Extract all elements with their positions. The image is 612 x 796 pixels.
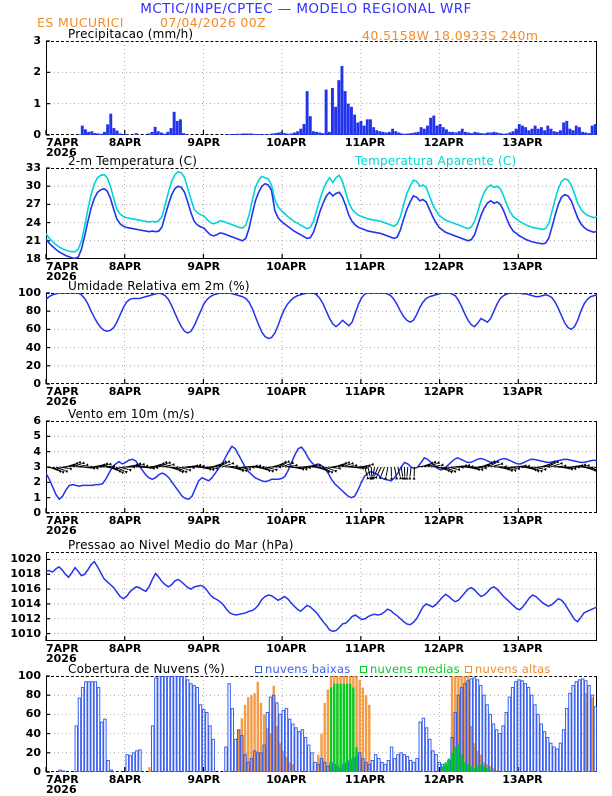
- y-tick-label-wind: 4: [0, 445, 41, 458]
- x-tick-label-precipitation-5: 12APR: [424, 136, 464, 149]
- panel-title-wind: Vento em 10m (m/s): [68, 407, 195, 421]
- y-tick-label-humidity: 40: [0, 341, 41, 354]
- y-tick-label-precipitation: 2: [0, 65, 41, 78]
- y-tick-label-humidity: 100: [0, 286, 41, 299]
- x-tick-label-precipitation-3: 10APR: [266, 136, 306, 149]
- y-tick-label-pressure: 1010: [0, 627, 41, 640]
- y-tick-label-clouds: 80: [0, 688, 41, 701]
- x-tick-label-wind-4: 11APR: [345, 514, 385, 527]
- x-tick-label-precipitation-6: 13APR: [502, 136, 542, 149]
- x-tick-label-wind-2: 9APR: [187, 514, 220, 527]
- legend-item-nuvens-altas: nuvens altas: [465, 662, 551, 676]
- y-tick-label-pressure: 1014: [0, 597, 41, 610]
- y-tick-label-precipitation: 0: [0, 128, 41, 141]
- y-tick-label-humidity: 80: [0, 304, 41, 317]
- panel-title-clouds: Cobertura de Nuvens (%): [68, 662, 225, 676]
- y-tick-label-clouds: 0: [0, 765, 41, 778]
- y-tick-label-clouds: 60: [0, 707, 41, 720]
- x-tick-label-temperature-4: 11APR: [345, 260, 385, 273]
- y-tick-label-temperature: 21: [0, 234, 41, 247]
- y-tick-label-humidity: 20: [0, 359, 41, 372]
- x-tick-label-precipitation-1: 8APR: [109, 136, 142, 149]
- x-axis-year-clouds: 2026: [46, 783, 77, 796]
- plot-frame-clouds: [46, 676, 597, 772]
- legend-swatch-icon: [255, 666, 262, 673]
- x-tick-label-pressure-2: 9APR: [187, 642, 220, 655]
- x-tick-label-clouds-6: 13APR: [502, 773, 542, 786]
- x-axis-year-wind: 2026: [46, 524, 77, 537]
- x-tick-label-temperature-5: 12APR: [424, 260, 464, 273]
- y-tick-label-wind: 6: [0, 414, 41, 427]
- x-tick-label-precipitation-2: 9APR: [187, 136, 220, 149]
- x-tick-label-precipitation-4: 11APR: [345, 136, 385, 149]
- y-tick-label-temperature: 18: [0, 252, 41, 265]
- panel-title-humidity: Umidade Relativa em 2m (%): [68, 279, 250, 293]
- x-tick-label-humidity-4: 11APR: [345, 385, 385, 398]
- y-tick-label-clouds: 100: [0, 669, 41, 682]
- legend-label: nuvens medias: [370, 662, 460, 676]
- x-tick-label-temperature-6: 13APR: [502, 260, 542, 273]
- y-tick-label-pressure: 1012: [0, 612, 41, 625]
- legend-item-nuvens-medias: nuvens medias: [360, 662, 460, 676]
- x-tick-label-wind-1: 8APR: [109, 514, 142, 527]
- y-tick-label-pressure: 1016: [0, 582, 41, 595]
- legend-swatch-icon: [465, 666, 472, 673]
- x-tick-label-humidity-6: 13APR: [502, 385, 542, 398]
- x-tick-label-temperature-3: 10APR: [266, 260, 306, 273]
- y-tick-label-temperature: 27: [0, 197, 41, 210]
- y-tick-label-humidity: 60: [0, 322, 41, 335]
- plot-frame-pressure: [46, 552, 597, 641]
- plot-frame-humidity: [46, 293, 597, 384]
- x-tick-label-humidity-2: 9APR: [187, 385, 220, 398]
- x-tick-label-temperature-1: 8APR: [109, 260, 142, 273]
- x-tick-label-humidity-1: 8APR: [109, 385, 142, 398]
- y-tick-label-precipitation: 3: [0, 34, 41, 47]
- x-tick-label-clouds-3: 10APR: [266, 773, 306, 786]
- x-tick-label-pressure-1: 8APR: [109, 642, 142, 655]
- y-tick-label-clouds: 20: [0, 746, 41, 759]
- panel-title-temperature: 2-m Temperatura (C): [68, 154, 197, 168]
- plot-frame-wind: [46, 421, 597, 513]
- legend-label: nuvens altas: [475, 662, 551, 676]
- y-tick-label-temperature: 30: [0, 179, 41, 192]
- y-tick-label-clouds: 40: [0, 727, 41, 740]
- plot-frame-temperature: [46, 168, 597, 259]
- x-tick-label-pressure-3: 10APR: [266, 642, 306, 655]
- panel-title-temperature-aparente: Temperatura Aparente (C): [355, 154, 516, 168]
- x-tick-label-wind-5: 12APR: [424, 514, 464, 527]
- y-tick-label-humidity: 0: [0, 377, 41, 390]
- y-tick-label-wind: 1: [0, 491, 41, 504]
- legend-label: nuvens baixas: [265, 662, 350, 676]
- x-tick-label-clouds-5: 12APR: [424, 773, 464, 786]
- x-tick-label-clouds-2: 9APR: [187, 773, 220, 786]
- x-tick-label-clouds-4: 11APR: [345, 773, 385, 786]
- legend-item-nuvens-baixas: nuvens baixas: [255, 662, 350, 676]
- y-tick-label-temperature: 33: [0, 161, 41, 174]
- x-tick-label-humidity-5: 12APR: [424, 385, 464, 398]
- x-tick-label-clouds-1: 8APR: [109, 773, 142, 786]
- y-tick-label-wind: 5: [0, 429, 41, 442]
- x-tick-label-wind-3: 10APR: [266, 514, 306, 527]
- x-tick-label-temperature-2: 9APR: [187, 260, 220, 273]
- plot-frame-precipitation: [46, 41, 597, 135]
- x-tick-label-pressure-4: 11APR: [345, 642, 385, 655]
- y-tick-label-temperature: 24: [0, 216, 41, 229]
- y-tick-label-precipitation: 1: [0, 97, 41, 110]
- y-tick-label-pressure: 1020: [0, 552, 41, 565]
- panel-title-precipitation: Precipitacao (mm/h): [68, 27, 193, 41]
- y-tick-label-pressure: 1018: [0, 567, 41, 580]
- x-tick-label-wind-6: 13APR: [502, 514, 542, 527]
- x-tick-label-pressure-5: 12APR: [424, 642, 464, 655]
- y-tick-label-wind: 3: [0, 460, 41, 473]
- legend-swatch-icon: [360, 666, 367, 673]
- x-tick-label-pressure-6: 13APR: [502, 642, 542, 655]
- x-tick-label-humidity-3: 10APR: [266, 385, 306, 398]
- y-tick-label-wind: 2: [0, 475, 41, 488]
- y-tick-label-wind: 0: [0, 506, 41, 519]
- panel-title-pressure: Pressao ao Nivel Medio do Mar (hPa): [68, 538, 294, 552]
